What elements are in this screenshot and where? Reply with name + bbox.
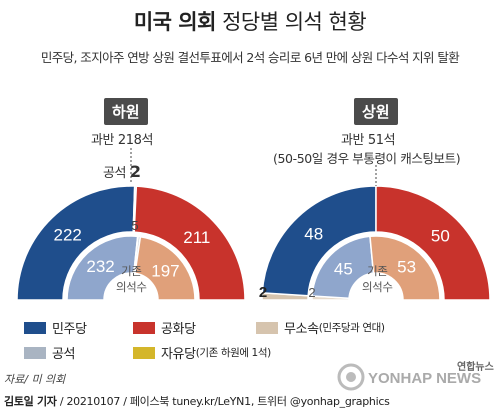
senate-label: 상원: [354, 98, 398, 125]
senate-majority-label: 과반 51석: [341, 133, 396, 148]
house-vacancy-label: 공석 2: [103, 162, 141, 181]
senate-outer-independent-value: 2: [259, 284, 267, 301]
yonhap-logo: YONHAP NEWS 연합뉴스: [337, 360, 494, 391]
senate-outer-value-2: 50: [431, 227, 450, 246]
house-outer-segment-0: [16, 185, 136, 301]
legend-republican: 공화당: [133, 318, 196, 337]
senate-outer-segment-1: [261, 185, 377, 297]
title-rest: 정당별 의석 현황: [222, 10, 367, 34]
legend-democrat-swatch: [24, 321, 46, 334]
legend-independent-swatch: [256, 321, 278, 334]
house-label: 하원: [104, 98, 148, 125]
senate-inner-value-2: 53: [397, 257, 416, 276]
house-inner-segment-3: [134, 235, 196, 301]
house-inner-segment-0: [66, 235, 139, 301]
page-subtitle: 민주당, 조지아주 연방 상원 결선투표에서 2석 승리로 6년 만에 상원 다…: [40, 50, 460, 65]
house-outer-segment-2: [133, 185, 246, 301]
house-inner-value-0: 232: [86, 257, 114, 276]
house-outer-value-0: 222: [54, 226, 82, 245]
legend-democrat: 민주당: [24, 318, 87, 337]
house-vacancy-value: 2: [129, 162, 141, 181]
logo-kr: 연합뉴스: [457, 360, 494, 373]
footer-rest: / 20210107 / 페이스북 tuney.kr/LeYN1, 트위터 @y…: [56, 395, 390, 408]
legend-vacant: 공석: [24, 343, 76, 362]
footer: 김토일 기자 / 20210107 / 페이스북 tuney.kr/LeYN1,…: [4, 393, 390, 409]
title-bold: 미국 의회: [133, 10, 217, 34]
senate-outer-value-1: 48: [304, 225, 323, 244]
senate-inner-independent-value: 2: [308, 285, 315, 300]
house-inner-value-3: 197: [151, 261, 179, 280]
house-chart: 222 211 232 197 5: [16, 148, 246, 301]
legend-libertarian-swatch: [133, 346, 155, 359]
senate-inner-segment-1: [311, 235, 375, 300]
legend-vacant-swatch: [24, 346, 46, 359]
legend-libertarian: 자유당 (기존 하원에 1석): [133, 343, 271, 362]
house-inner-vacancy-value: 5: [131, 218, 138, 233]
legend-republican-swatch: [133, 321, 155, 334]
source-note: 자료/ 미 의회: [4, 373, 66, 386]
page-title: 미국 의회 정당별 의석 현황: [0, 6, 500, 36]
house-center-label: 기존 의석수: [116, 264, 147, 294]
footer-author: 김토일 기자: [4, 395, 57, 408]
house-majority-label: 과반 218석: [91, 133, 154, 148]
house-outer-value-2: 211: [183, 228, 210, 247]
logo-text: YONHAP NEWS: [368, 370, 481, 387]
senate-inner-segment-2: [369, 235, 441, 301]
senate-inner-value-1: 45: [334, 259, 353, 278]
senate-center-label: 기존 의석수: [362, 264, 393, 294]
senate-chart: 48 50 45 53 2 2: [259, 165, 491, 301]
legend-independent: 무소속 (민주당과 연대): [256, 318, 385, 337]
senate-majority-note: (50-50일 경우 부통령이 캐스팅보트): [273, 151, 461, 166]
senate-outer-segment-2: [375, 185, 491, 301]
